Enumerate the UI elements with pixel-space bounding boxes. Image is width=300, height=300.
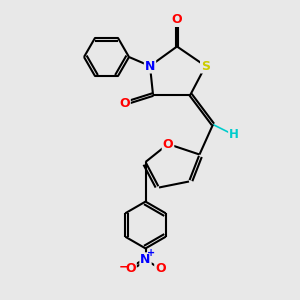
Text: −: − xyxy=(119,261,129,274)
Text: O: O xyxy=(125,262,136,275)
Text: O: O xyxy=(119,97,130,110)
Text: O: O xyxy=(155,262,166,275)
Text: S: S xyxy=(201,59,210,73)
Text: N: N xyxy=(145,59,155,73)
Text: N: N xyxy=(140,253,151,266)
Text: O: O xyxy=(172,13,182,26)
Text: +: + xyxy=(147,248,155,258)
Text: O: O xyxy=(163,137,173,151)
Text: H: H xyxy=(229,128,239,142)
